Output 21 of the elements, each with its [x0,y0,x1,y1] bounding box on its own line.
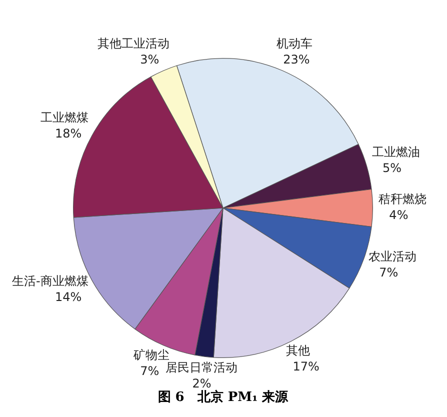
slice-label: 工业燃煤 [40,110,88,124]
data-label: 23% [283,52,310,66]
slice-label: 居民日常活动 [166,360,238,374]
data-label: 7% [379,266,398,280]
slice-label: 工业燃油 [372,144,420,159]
slice-label: 农业活动 [368,250,417,264]
data-label: 17% [292,359,320,374]
data-label: 2% [192,376,212,390]
data-label: 5% [382,160,402,175]
slice-label: 矿物尘 [132,348,170,362]
text: 图 6 北京 PM₁ 来源 [156,388,290,406]
slice-label: 秸秆燃烧 [378,192,427,206]
data-label: 7% [140,364,160,378]
slice-label: 其他 [286,343,310,358]
data-label: 4% [389,208,408,222]
slice-label: 生活-商业燃煤 [12,274,88,288]
data-label: 18% [54,126,82,140]
slice-label: 其他工业活动 [98,36,170,50]
slice-label: 机动车 [276,36,312,50]
data-label: 14% [54,290,82,304]
data-label: 3% [140,52,160,66]
